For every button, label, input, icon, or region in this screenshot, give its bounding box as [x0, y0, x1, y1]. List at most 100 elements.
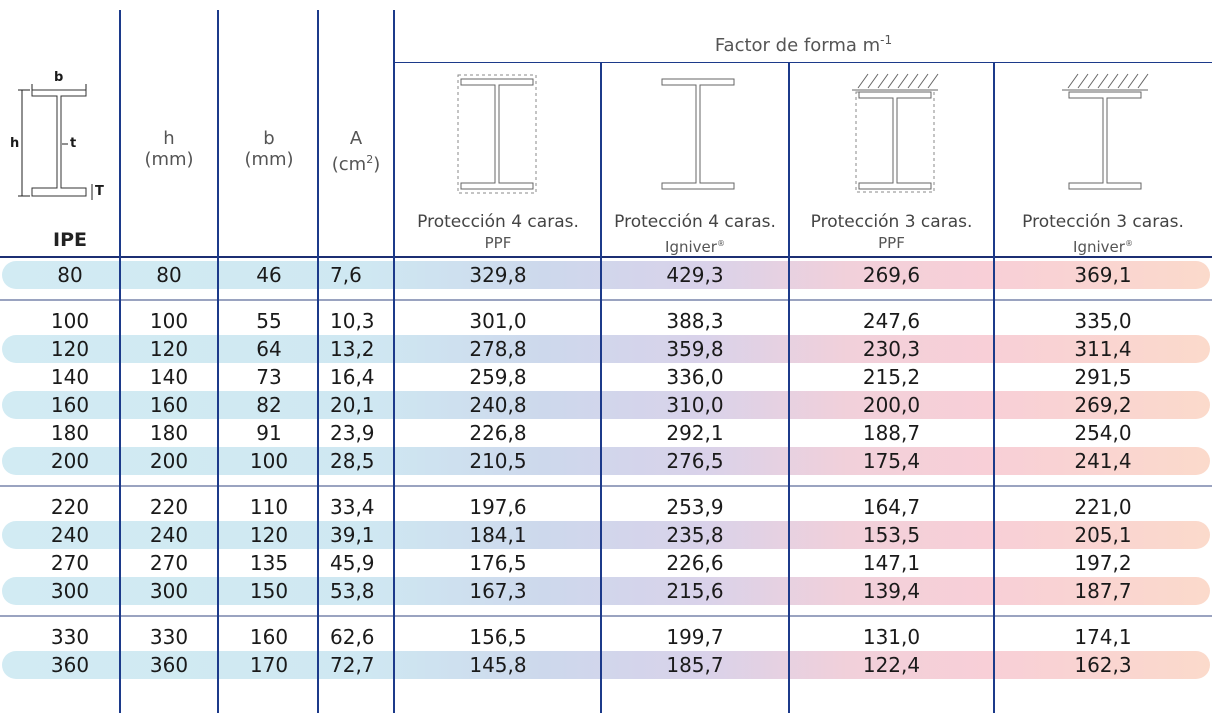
col-b-header: b (mm) [220, 128, 318, 170]
table-cell: 240,8 [469, 393, 527, 417]
column-rule [788, 62, 790, 713]
col-h-unit: (mm) [144, 149, 194, 170]
table-cell: 147,1 [862, 551, 921, 575]
table-cell: 269,2 [1074, 393, 1132, 417]
table-cell: 45,9 [330, 551, 375, 575]
table-cell: 291,5 [1074, 365, 1132, 389]
row-highlight-band [2, 261, 1210, 289]
table-cell: 33,4 [330, 495, 375, 519]
table-cell: 135 [249, 551, 289, 575]
protection-3-sides-igniver-label: Protección 3 caras. Igniver® [994, 212, 1212, 258]
col-h-name: h [163, 128, 175, 149]
column-rule [119, 10, 121, 713]
table-cell: 200 [50, 449, 90, 473]
registered-mark: ® [716, 239, 725, 248]
table-cell: 215,6 [666, 579, 724, 603]
row-highlight-band [2, 577, 1210, 605]
table-cell: 360 [50, 653, 90, 677]
table-cell: 180 [149, 421, 189, 445]
protection-4-sides-igniver-label: Protección 4 caras. Igniver® [601, 212, 789, 258]
table-cell: 82 [256, 393, 282, 417]
table-cell: 140 [149, 365, 189, 389]
table-cell: 153,5 [862, 523, 921, 547]
table-cell: 39,1 [330, 523, 375, 547]
col-A-unit-sup: 2 [366, 153, 374, 166]
table-cell: 220 [50, 495, 90, 519]
table-cell: 259,8 [469, 365, 527, 389]
table-cell: 270 [149, 551, 189, 575]
table-cell: 64 [256, 337, 282, 361]
table-cell: 197,2 [1074, 551, 1132, 575]
table-cell: 156,5 [469, 625, 527, 649]
table-cell: 388,3 [666, 309, 724, 333]
table-cell: 221,0 [1074, 495, 1132, 519]
table-cell: 226,8 [469, 421, 527, 445]
table-cell: 55 [256, 309, 282, 333]
table-cell: 131,0 [862, 625, 921, 649]
col-A-unit-close: ) [373, 154, 381, 175]
row-highlight-band [2, 391, 1210, 419]
table-cell: 187,7 [1074, 579, 1132, 603]
table-cell: 100 [149, 309, 189, 333]
ipe-column-header: IPE [53, 229, 87, 251]
diagram-label-t: t [70, 136, 77, 151]
table-cell: 276,5 [666, 449, 724, 473]
col-h-header: h (mm) [120, 128, 218, 170]
shape-factor-title-text: Factor de forma m [714, 35, 881, 56]
table-cell: 167,3 [469, 579, 527, 603]
table-cell: 162,3 [1074, 653, 1132, 677]
table-cell: 13,2 [330, 337, 375, 361]
group-separator [0, 299, 1212, 301]
table-cell: 72,7 [330, 653, 375, 677]
protection-label-line2: PPF [484, 234, 512, 252]
table-cell: 330 [149, 625, 189, 649]
table-cell: 170 [249, 653, 289, 677]
protection-label-brand: Igniver [1073, 238, 1125, 256]
table-cell: 359,8 [666, 337, 724, 361]
row-highlight-band [2, 521, 1210, 549]
table-cell: 310,0 [666, 393, 724, 417]
protection-3-sides-ppf-icon [852, 73, 939, 193]
table-cell: 139,4 [862, 579, 921, 603]
column-rule [600, 62, 602, 713]
table-cell: 300 [50, 579, 90, 603]
table-cell: 292,1 [666, 421, 724, 445]
table-cell: 145,8 [469, 653, 527, 677]
column-rule [393, 10, 395, 713]
protection-label-brand: Igniver [665, 238, 717, 256]
table-cell: 174,1 [1074, 625, 1132, 649]
table-cell: 300 [149, 579, 189, 603]
table-cell: 62,6 [330, 625, 375, 649]
table-cell: 20,1 [330, 393, 375, 417]
table-cell: 164,7 [862, 495, 921, 519]
protection-4-sides-ppf-label: Protección 4 caras. PPF [395, 212, 601, 254]
col-A-header: A (cm2) [318, 128, 394, 175]
protection-label-line1: Protección 3 caras. [1022, 212, 1184, 232]
ipe-section-diagram [18, 84, 93, 200]
protection-label-line2: Igniver® [601, 233, 789, 258]
table-cell: 210,5 [469, 449, 527, 473]
table-cell: 199,7 [666, 625, 724, 649]
protection-label-line1: Protección 4 caras. [417, 212, 579, 232]
table-cell: 335,0 [1074, 309, 1132, 333]
table-cell: 197,6 [469, 495, 527, 519]
column-rule [217, 10, 219, 713]
table-cell: 120 [249, 523, 289, 547]
table-cell: 120 [149, 337, 189, 361]
col-A-unit: (cm2) [318, 149, 394, 175]
table-cell: 160 [50, 393, 90, 417]
table-cell: 160 [249, 625, 289, 649]
table-cell: 28,5 [330, 449, 375, 473]
table-cell: 270 [50, 551, 90, 575]
table-cell: 180 [50, 421, 90, 445]
table-cell: 230,3 [862, 337, 921, 361]
row-highlight-band [2, 335, 1210, 363]
table-cell: 184,1 [469, 523, 527, 547]
table-cell: 200 [149, 449, 189, 473]
table-cell: 254,0 [1074, 421, 1132, 445]
row-highlight-band [2, 651, 1210, 679]
table-cell: 110 [249, 495, 289, 519]
table-cell: 269,6 [862, 263, 921, 287]
table-cell: 91 [256, 421, 282, 445]
